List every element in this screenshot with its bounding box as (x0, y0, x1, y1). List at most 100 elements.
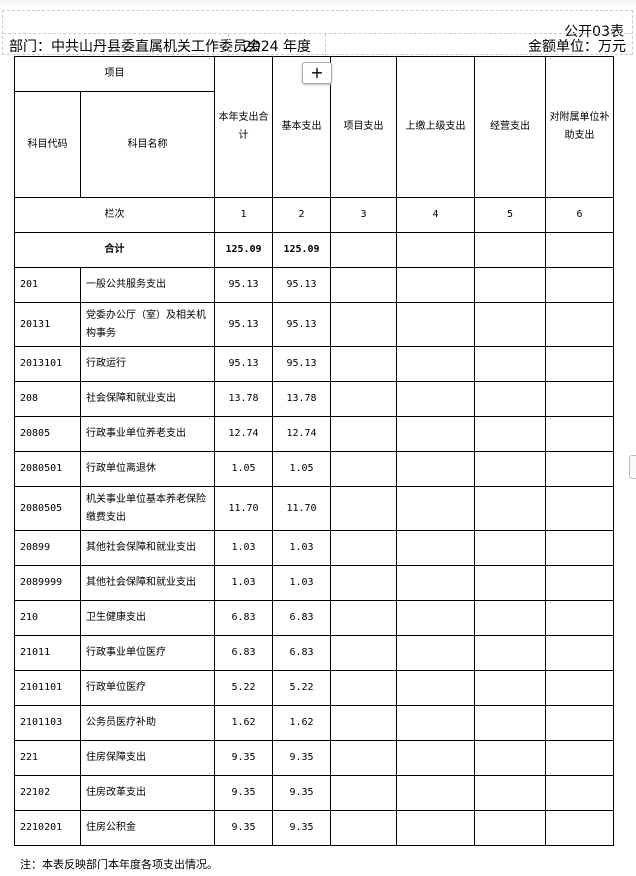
row-total: 9.35 (214, 775, 273, 811)
empty-cell (474, 381, 546, 417)
empty-cell (474, 346, 546, 382)
empty-cell (474, 486, 546, 531)
empty-cell (330, 346, 397, 382)
empty-cell (330, 451, 397, 487)
row-code: 20805 (14, 416, 81, 452)
empty-cell (330, 267, 397, 303)
row-name: 其他社会保障和就业支出 (80, 565, 215, 601)
row-total: 95.13 (214, 267, 273, 303)
table-row: 2013101 行政运行 95.13 95.13 (14, 346, 614, 382)
row-total: 5.22 (214, 670, 273, 706)
table-row: 208 社会保障和就业支出 13.78 13.78 (14, 381, 614, 417)
column-index-label: 栏次 (14, 197, 215, 233)
empty-cell (545, 451, 614, 487)
header-item: 项目 (14, 56, 215, 92)
header-subsidy: 对附属单位补助支出 (545, 56, 614, 198)
empty-cell (474, 302, 546, 347)
empty-cell (545, 416, 614, 452)
empty-cell (474, 740, 546, 776)
table-row: 2089999 其他社会保障和就业支出 1.03 1.03 (14, 565, 614, 601)
empty-cell (396, 232, 475, 268)
row-basic: 95.13 (272, 346, 331, 382)
row-total: 1.03 (214, 530, 273, 566)
row-code: 22102 (14, 775, 81, 811)
row-basic: 1.05 (272, 451, 331, 487)
table-row: 22102 住房改革支出 9.35 9.35 (14, 775, 614, 811)
empty-cell (330, 705, 397, 741)
empty-cell (545, 670, 614, 706)
row-basic: 12.74 (272, 416, 331, 452)
empty-cell (396, 810, 475, 846)
table-row: 210 卫生健康支出 6.83 6.83 (14, 600, 614, 636)
table-row: 2210201 住房公积金 9.35 9.35 (14, 810, 614, 846)
column-index: 5 (474, 197, 546, 233)
table-row: 2101103 公务员医疗补助 1.62 1.62 (14, 705, 614, 741)
row-total: 1.62 (214, 705, 273, 741)
row-name: 卫生健康支出 (80, 600, 215, 636)
row-basic: 1.62 (272, 705, 331, 741)
row-total: 1.03 (214, 565, 273, 601)
table-row: 221 住房保障支出 9.35 9.35 (14, 740, 614, 776)
row-name: 公务员医疗补助 (80, 705, 215, 741)
empty-cell (474, 810, 546, 846)
row-name: 行政单位离退休 (80, 451, 215, 487)
row-total: 95.13 (214, 346, 273, 382)
empty-cell (545, 302, 614, 347)
empty-cell (474, 232, 546, 268)
column-index: 6 (545, 197, 614, 233)
column-index: 3 (330, 197, 397, 233)
row-basic: 9.35 (272, 810, 331, 846)
row-name: 其他社会保障和就业支出 (80, 530, 215, 566)
table-row: 20805 行政事业单位养老支出 12.74 12.74 (14, 416, 614, 452)
empty-cell (330, 530, 397, 566)
empty-cell (474, 451, 546, 487)
row-basic: 9.35 (272, 740, 331, 776)
empty-cell (545, 635, 614, 671)
row-name: 住房保障支出 (80, 740, 215, 776)
add-button[interactable]: + (302, 62, 332, 84)
empty-cell (396, 267, 475, 303)
row-total: 1.05 (214, 451, 273, 487)
footnote: 注：本表反映部门本年度各项支出情况。 (20, 858, 218, 871)
row-total: 95.13 (214, 302, 273, 347)
column-index: 1 (214, 197, 273, 233)
row-total: 11.70 (214, 486, 273, 531)
table-row: 20131 党委办公厅（室）及相关机构事务 95.13 95.13 (14, 302, 614, 347)
empty-cell (330, 670, 397, 706)
row-basic: 95.13 (272, 267, 331, 303)
top-shadow (0, 0, 636, 8)
empty-cell (396, 346, 475, 382)
empty-cell (330, 810, 397, 846)
empty-cell (396, 635, 475, 671)
header-name: 科目名称 (80, 91, 215, 198)
unit-label: 金额单位：万元 (528, 39, 626, 55)
row-code: 2089999 (14, 565, 81, 601)
empty-cell (545, 565, 614, 601)
report-header: 公开03表 部门：中共山丹县委直属机关工作委员会 2024 年度 金额单位：万元 (2, 10, 633, 57)
empty-cell (396, 486, 475, 531)
row-basic: 6.83 (272, 600, 331, 636)
empty-cell (330, 775, 397, 811)
empty-cell (396, 775, 475, 811)
empty-cell (545, 381, 614, 417)
table-row: 2101101 行政单位医疗 5.22 5.22 (14, 670, 614, 706)
empty-cell (396, 670, 475, 706)
row-basic: 5.22 (272, 670, 331, 706)
empty-cell (545, 486, 614, 531)
row-total: 6.83 (214, 600, 273, 636)
year-label: 2024 年度 (228, 34, 326, 57)
row-code: 21011 (14, 635, 81, 671)
empty-cell (330, 302, 397, 347)
row-name: 党委办公厅（室）及相关机构事务 (80, 302, 215, 347)
row-name: 住房改革支出 (80, 775, 215, 811)
empty-cell (545, 267, 614, 303)
side-panel-handle[interactable] (629, 455, 636, 479)
empty-cell (396, 565, 475, 601)
empty-cell (474, 670, 546, 706)
row-total: 6.83 (214, 635, 273, 671)
row-code: 2101103 (14, 705, 81, 741)
table-row: 2080505 机关事业单位基本养老保险缴费支出 11.70 11.70 (14, 486, 614, 531)
row-name: 行政单位医疗 (80, 670, 215, 706)
expenditure-table: 项目 本年支出合计 基本支出 项目支出 上缴上级支出 经营支出 对附属单位补助支… (14, 56, 614, 846)
total-value: 125.09 (272, 232, 331, 268)
